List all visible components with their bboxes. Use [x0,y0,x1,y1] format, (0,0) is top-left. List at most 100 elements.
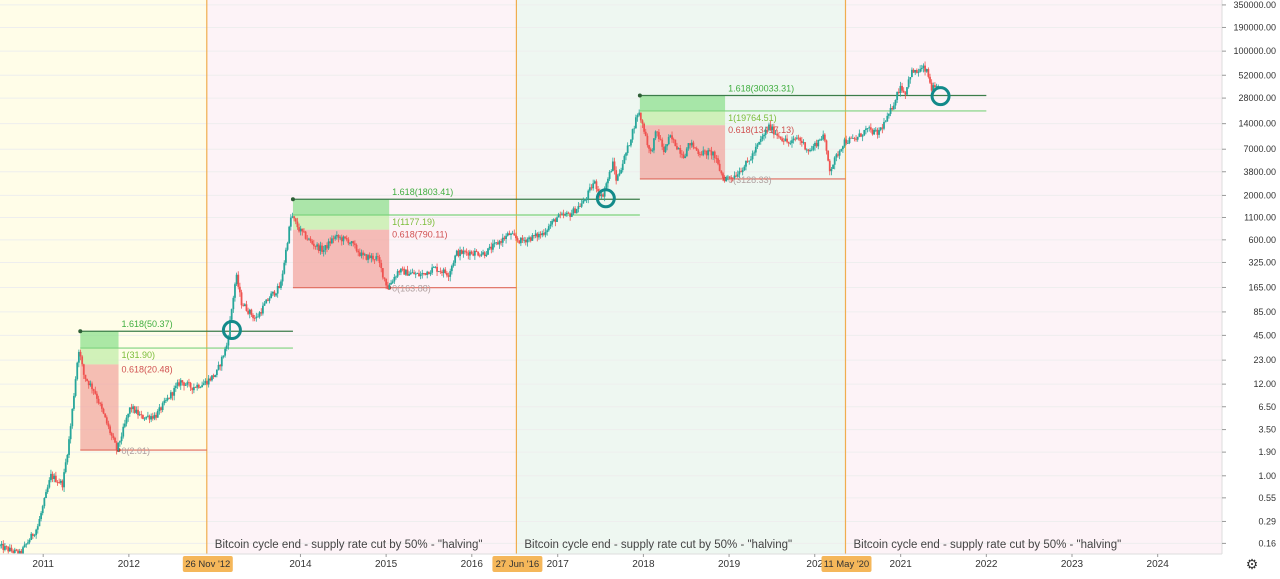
candle-body-31 [50,473,52,481]
candle-body-392 [643,123,645,132]
candle-body-357 [585,198,588,201]
candle-body-340 [557,214,560,218]
candle-body-151 [247,310,250,314]
candle-body-454 [745,161,747,167]
candle-body-201 [329,241,332,244]
candle-body-136 [222,355,225,357]
candle-body-414 [679,148,682,154]
gear-icon[interactable]: ⚙ [1246,556,1259,572]
candle-body-257 [421,273,424,275]
x-tick-label-11: 2023 [1061,559,1084,570]
candle-body-479 [786,138,788,142]
candle-body-237 [388,284,391,289]
candle-body-342 [561,213,563,215]
halving-date-label-0: 26 Nov '12 [185,559,230,570]
candle-body-38 [61,480,64,488]
candle-body-309 [506,233,509,236]
candle-body-408 [669,135,672,138]
y-tick-label-14: 45.00 [1253,330,1276,340]
y-tick-label-23: 0.16 [1258,538,1276,548]
candle-body-61 [99,403,102,404]
candle-body-97 [158,407,161,411]
candle-body-32 [51,473,54,480]
candle-body-179 [293,216,296,219]
candle-body-109 [178,382,180,386]
candle-body-388 [636,115,639,118]
candle-body-263 [431,267,434,273]
candle-body-44 [71,408,74,427]
candle-body-444 [728,176,731,178]
candle-body-521 [855,138,857,140]
candle-body-195 [319,245,322,251]
candle-body-260 [426,271,429,275]
candle-body-140 [229,319,231,338]
candle-body-64 [104,413,107,418]
fib-label-0-2: 0.618(20.48) [122,364,173,374]
candle-body-500 [820,139,823,140]
candle-body-177 [289,217,292,227]
y-tick-label-21: 0.55 [1258,493,1276,503]
candle-body-310 [508,233,511,236]
fib-label-0-1: 1(31.90) [122,350,156,360]
candle-body-425 [697,150,700,155]
candle-body-349 [572,208,575,214]
candle-body-475 [779,136,782,139]
candle-body-94 [153,414,156,419]
candle-body-43 [69,426,72,440]
candle-body-272 [446,273,448,276]
candle-body-274 [449,271,452,277]
candle-body-368 [603,189,606,197]
candle-body-24 [38,519,41,527]
fib-anchor-top-0 [78,329,83,334]
candle-body-554 [909,77,912,80]
candle-body-4 [5,546,8,547]
candle-body-532 [873,129,876,135]
candle-body-213 [349,242,351,244]
candle-body-21 [33,535,36,536]
y-tick-label-8: 2000.00 [1243,190,1276,200]
candle-body-555 [911,69,913,78]
candle-body-262 [429,272,432,275]
candle-body-466 [764,129,767,135]
candle-body-283 [464,250,466,252]
candle-body-230 [377,256,379,258]
candle-body-473 [776,133,779,136]
candle-body-169 [276,286,279,294]
x-tick-label-9: 2021 [890,559,913,570]
candle-body-154 [252,314,254,319]
candle-body-463 [759,139,762,142]
fib-label-1-0: 1.618(1803.41) [392,187,453,197]
candle-body-549 [901,85,903,91]
fib-zone-mid-1 [292,214,390,230]
candle-body-300 [492,243,494,250]
candle-body-295 [483,252,486,257]
fib-anchor-top-2 [637,93,642,98]
candle-body-485 [796,137,798,139]
candle-body-548 [899,85,902,93]
candle-body-358 [587,190,590,199]
candle-body-528 [866,128,869,129]
candle-body-319 [523,239,526,241]
candle-body-184 [301,228,304,232]
candle-body-538 [883,122,885,129]
candle-body-128 [209,378,212,381]
candle-body-83 [135,409,138,413]
candle-body-149 [243,304,246,307]
candle-body-531 [871,129,874,135]
x-axis: 2011 2012 2014 2015 2016 2017 2018 2019 202 2021 2… [0,553,1280,574]
y-tick-label-0: 350000.00 [1233,0,1276,10]
candle-body-85 [138,414,141,416]
candle-body-449 [736,174,739,177]
candle-body-478 [784,138,787,142]
candle-body-504 [827,150,830,161]
candle-body-164 [268,298,271,301]
candle-body-111 [181,380,184,383]
candle-body-58 [94,390,97,394]
candle-body-211 [345,237,348,240]
candle-body-67 [109,426,111,434]
candle-body-302 [495,242,498,244]
candle-body-99 [161,403,164,411]
fib-label-1-3: 0(163.88) [392,284,431,294]
candle-body-76 [123,423,126,427]
